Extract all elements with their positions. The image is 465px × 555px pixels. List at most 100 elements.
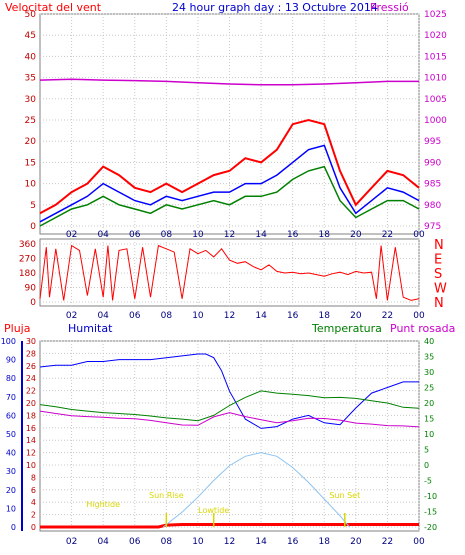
- x-tick-label: 16: [287, 537, 299, 547]
- panel-border: [39, 340, 420, 532]
- x-tick-label: 08: [161, 537, 173, 547]
- temperature-label: Temperatura: [311, 322, 382, 335]
- humidity-series-line: [39, 353, 419, 429]
- x-tick-label: 18: [319, 230, 331, 240]
- x-tick-label: 10: [192, 311, 204, 321]
- x-tick-label: 10: [192, 230, 204, 240]
- dew-point-label: Punt rosada: [390, 322, 455, 335]
- wind-axis-tick: 35: [25, 74, 36, 84]
- wind-axis-tick: 10: [25, 180, 37, 190]
- compass-tick: E: [434, 253, 442, 268]
- humidity-axis-tick: 30: [6, 467, 16, 476]
- humidity-axis-tick: 50: [6, 430, 16, 439]
- pressure-axis-tick: 985: [424, 180, 441, 190]
- humidity-axis-tick: 100: [1, 337, 16, 346]
- dew-point-series-line: [39, 410, 420, 428]
- rain-axis-tick: 18: [26, 411, 36, 420]
- pressure-axis-tick: 1005: [424, 95, 447, 105]
- pressure-axis-tick: 1000: [424, 116, 447, 126]
- pressure-axis-tick: 1015: [424, 52, 447, 62]
- rain-axis-tick: 26: [26, 362, 36, 371]
- compass-tick: N: [434, 238, 444, 253]
- average-series-line: [39, 144, 420, 223]
- direction-axis-tick: 0: [30, 298, 36, 308]
- temperature-axis-tick: -5: [424, 477, 432, 486]
- x-tick-label: 22: [382, 311, 393, 321]
- humidity-axis-tick: 10: [6, 504, 16, 513]
- x-tick-label: 12: [224, 230, 235, 240]
- annotation-label: Sun Rise: [149, 491, 184, 500]
- wind-axis-tick: 0: [30, 222, 36, 232]
- x-tick-label: 16: [287, 230, 299, 240]
- pressure-label: Pressió: [370, 1, 409, 14]
- temperature-axis-tick: -10: [424, 492, 437, 501]
- wind-speed-label: Velocitat del vent: [5, 1, 102, 14]
- direction-axis-tick: 360: [19, 240, 36, 250]
- rain-axis-tick: 28: [26, 349, 36, 358]
- humidity-axis-tick: 0: [11, 523, 16, 532]
- x-tick-label: 08: [161, 311, 173, 321]
- compass-tick: N: [434, 296, 444, 311]
- annotation-label: Hightide: [86, 500, 120, 509]
- x-tick-label: 10: [192, 537, 204, 547]
- direction-axis-tick: 180: [19, 269, 36, 279]
- x-tick-label: 08: [161, 230, 173, 240]
- x-tick-label: 06: [129, 537, 141, 547]
- wind-axis-tick: 20: [25, 137, 37, 147]
- x-tick-label: 14: [255, 311, 267, 321]
- wind-axis-tick: 15: [25, 158, 36, 168]
- x-tick-label: 00: [413, 230, 425, 240]
- rain-axis-tick: 20: [26, 399, 36, 408]
- rain-axis-tick: 6: [31, 486, 36, 495]
- x-tick-label: 12: [224, 311, 235, 321]
- rain-label: Pluja: [4, 322, 30, 335]
- pressure-axis-tick: 995: [424, 137, 441, 147]
- x-tick-label: 02: [66, 537, 77, 547]
- temperature-axis-tick: 40: [424, 337, 434, 346]
- rain-axis-tick: 8: [31, 473, 36, 482]
- wind-series-line: [39, 165, 420, 227]
- direction-series-line: [39, 244, 420, 301]
- temperature-axis-tick: -15: [424, 508, 437, 517]
- humidity-axis-tick: 90: [6, 356, 16, 365]
- temperature-axis-tick: 20: [424, 399, 434, 408]
- x-tick-label: 22: [382, 537, 393, 547]
- page-title: 24 hour graph day : 13 Octubre 2014: [172, 1, 378, 14]
- rain-axis-tick: 24: [26, 374, 36, 383]
- direction-axis-tick: 90: [25, 284, 37, 294]
- annotation-label: Sun Set: [329, 491, 360, 500]
- gust-series-line: [39, 118, 420, 215]
- solar-series-line: [162, 452, 350, 528]
- rain-series-line: [40, 523, 419, 529]
- wind-axis-tick: 5: [30, 201, 36, 211]
- x-tick-label: 00: [413, 537, 425, 547]
- x-tick-label: 02: [66, 230, 77, 240]
- humidity-label: Humitat: [68, 322, 113, 335]
- x-tick-label: 02: [66, 311, 77, 321]
- x-tick-label: 00: [413, 311, 425, 321]
- rain-axis-tick: 2: [31, 511, 36, 520]
- humidity-axis-tick: 80: [6, 374, 16, 383]
- x-tick-label: 14: [255, 230, 267, 240]
- humidity-axis-tick: 20: [6, 486, 16, 495]
- temperature-axis-tick: 15: [424, 415, 434, 424]
- compass-tick: W: [434, 282, 447, 297]
- wind-axis-tick: 30: [25, 95, 37, 105]
- x-tick-label: 12: [224, 537, 235, 547]
- temperature-axis-tick: 10: [424, 430, 434, 439]
- rain-axis-tick: 14: [26, 436, 36, 445]
- temperature-axis-tick: 0: [424, 461, 429, 470]
- wind-axis-tick: 25: [25, 116, 36, 126]
- rain-axis-tick: 30: [26, 337, 36, 346]
- humidity-axis-tick: 60: [6, 411, 16, 420]
- rain-axis-tick: 4: [31, 498, 36, 507]
- x-tick-label: 16: [287, 311, 299, 321]
- temperature-axis-tick: 30: [424, 368, 434, 377]
- temperature-axis-tick: 5: [424, 446, 429, 455]
- humidity-axis-tick: 70: [6, 393, 16, 402]
- temperature-axis-tick: 35: [424, 353, 434, 362]
